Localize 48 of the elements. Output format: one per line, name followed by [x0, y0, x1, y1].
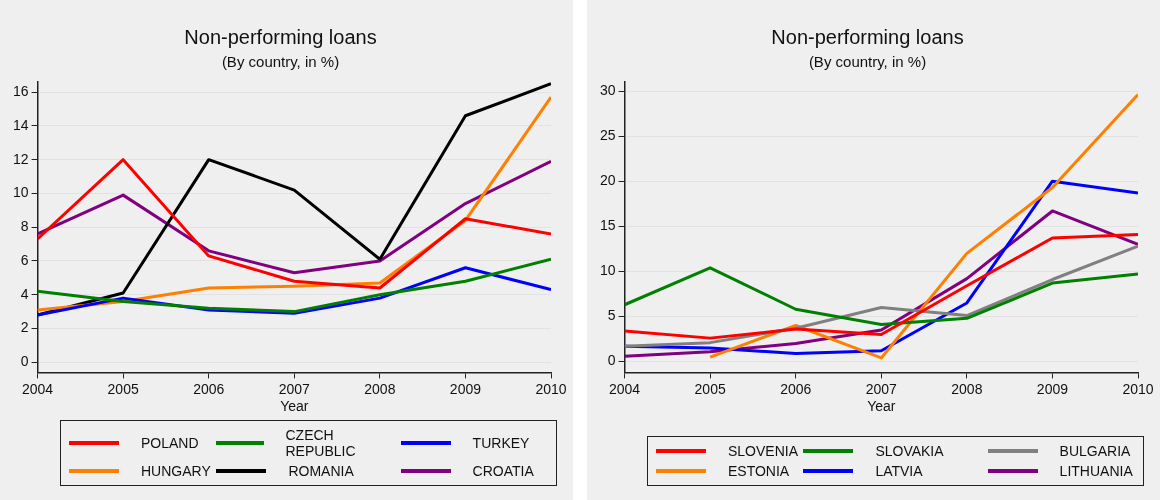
y-tick-label: 0: [607, 352, 616, 369]
x-tick-label: 2009: [449, 380, 482, 397]
x-tick-label: 2004: [21, 380, 54, 397]
y-tick-label: 14: [12, 116, 29, 133]
legend-label: ROMANIA: [288, 463, 354, 479]
y-tick-label: 12: [12, 150, 29, 167]
y-tick-label: 2: [20, 319, 29, 336]
y-tick-label: 10: [599, 262, 616, 279]
y-tick-label: 8: [20, 218, 29, 235]
x-axis-title: Year: [867, 398, 896, 415]
legend-label: ESTONIA: [728, 463, 790, 479]
legend-label: LITHUANIA: [1059, 463, 1133, 479]
y-tick-label: 0: [20, 353, 29, 370]
x-tick-label: 2005: [694, 380, 726, 397]
legend-label: LATVIA: [875, 463, 923, 479]
legend-label: HUNGARY: [141, 463, 211, 479]
x-tick-label: 2010: [1122, 380, 1154, 397]
x-tick-label: 2006: [780, 380, 812, 397]
legend-label: CROATIA: [472, 463, 534, 479]
legend-label: SLOVENIA: [728, 443, 799, 459]
y-tick-label: 16: [12, 82, 29, 99]
y-tick-label: 6: [20, 251, 29, 268]
legend-label: TURKEY: [472, 435, 530, 451]
x-tick-label: 2007: [278, 380, 311, 397]
y-tick-label: 25: [599, 126, 616, 143]
x-tick-label: 2009: [1036, 380, 1069, 397]
y-tick-label: 30: [599, 81, 616, 98]
legend-label: BULGARIA: [1059, 443, 1131, 459]
legend-label: CZECH REPUBLIC: [285, 427, 357, 459]
chart-title: Non-performing loans: [771, 25, 964, 48]
x-tick-label: 2010: [535, 380, 567, 397]
x-tick-label: 2007: [865, 380, 898, 397]
x-tick-label: 2004: [608, 380, 641, 397]
chart-title: Non-performing loans: [184, 25, 377, 48]
y-tick-label: 20: [599, 172, 616, 189]
legend-label: POLAND: [141, 435, 199, 451]
chart-subtitle: (By country, in %): [221, 53, 340, 71]
y-tick-label: 15: [599, 217, 616, 234]
x-tick-label: 2006: [193, 380, 225, 397]
y-tick-label: 4: [20, 285, 29, 302]
x-tick-label: 2008: [951, 380, 983, 397]
legend-label: SLOVAKIA: [875, 443, 944, 459]
x-axis-title: Year: [280, 398, 309, 415]
chart-subtitle: (By country, in %): [808, 53, 927, 71]
y-tick-label: 10: [12, 184, 29, 201]
x-tick-label: 2008: [364, 380, 396, 397]
x-tick-label: 2005: [107, 380, 139, 397]
y-tick-label: 5: [607, 307, 616, 324]
